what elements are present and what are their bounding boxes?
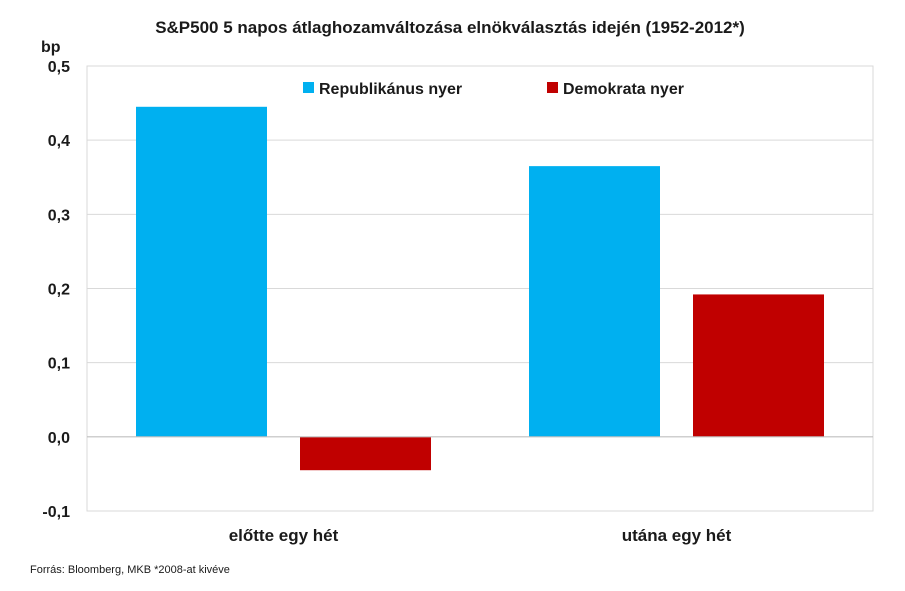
y-tick-label: 0,4 [48, 133, 70, 150]
legend-swatch [303, 82, 314, 93]
bar-demokrata-0 [300, 436, 431, 471]
y-tick-label: 0,0 [48, 430, 70, 447]
y-tick-label: 0,5 [48, 59, 70, 76]
legend-swatch [547, 82, 558, 93]
y-tick-label: 0,2 [48, 282, 70, 299]
legend-label: Demokrata nyer [563, 81, 684, 98]
y-tick-label: 0,3 [48, 207, 70, 224]
bar-republikanus-1 [529, 166, 660, 437]
bar-demokrata-1 [693, 294, 824, 437]
y-axis-ticks: -0,1 0,0 0,1 0,2 0,3 0,4 0,5 [42, 59, 70, 521]
y-tick-label: 0,1 [48, 356, 70, 373]
legend: Republikánus nyer Demokrata nyer [303, 81, 684, 98]
x-tick-label: előtte egy hét [229, 526, 339, 545]
y-axis-label: bp [41, 39, 61, 56]
x-tick-label: utána egy hét [622, 526, 732, 545]
plot-area-border [86, 65, 874, 512]
bars [136, 106, 824, 471]
y-tick-label: -0,1 [42, 504, 70, 521]
source-note: Forrás: Bloomberg, MKB *2008-at kivéve [30, 564, 230, 576]
x-axis-labels: előtte egy hét utána egy hét [229, 526, 732, 545]
legend-label: Republikánus nyer [319, 81, 462, 98]
bar-republikanus-0 [136, 106, 267, 437]
chart-title: S&P500 5 napos átlaghozamváltozása elnök… [155, 18, 745, 37]
